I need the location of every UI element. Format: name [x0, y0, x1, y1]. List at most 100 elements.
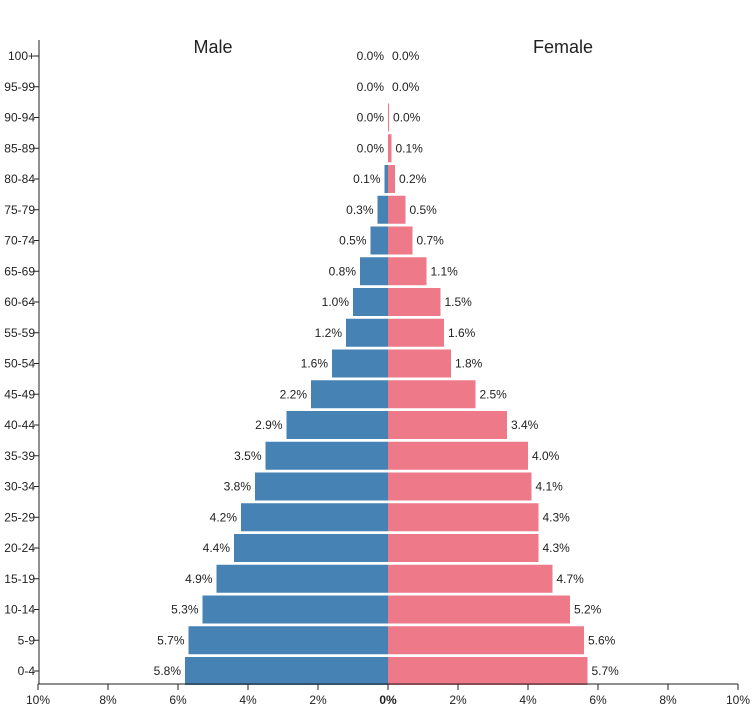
age-label-15-19: 15-19 [4, 572, 35, 586]
male-series-label: Male [193, 37, 232, 57]
male-bar-45-49 [311, 380, 388, 409]
male-bar-15-19 [216, 564, 388, 593]
x-tick-label-10: 10% [726, 693, 750, 707]
female-bar-0-4 [388, 657, 588, 685]
x-tick-label-1: 8% [99, 693, 117, 707]
female-value-label-40-44: 3.4% [511, 418, 539, 432]
female-bar-50-54 [388, 349, 451, 378]
female-value-label-55-59: 1.6% [448, 326, 476, 340]
female-value-label-90-94: 0.0% [393, 111, 421, 125]
male-bar-40-44 [286, 411, 388, 439]
male-bar-25-29 [241, 503, 388, 532]
age-label-90-94: 90-94 [4, 111, 35, 125]
female-bar-5-9 [388, 626, 584, 655]
age-label-0-4: 0-4 [18, 664, 36, 678]
male-bar-0-4 [185, 657, 388, 685]
age-label-45-49: 45-49 [4, 387, 35, 401]
male-value-label-30-34: 3.8% [224, 480, 252, 494]
male-value-label-80-84: 0.1% [353, 172, 381, 186]
age-label-65-69: 65-69 [4, 264, 35, 278]
male-value-label-15-19: 4.9% [185, 572, 213, 586]
female-value-label-85-89: 0.1% [396, 141, 424, 155]
male-value-label-95-99: 0.0% [357, 80, 385, 94]
x-tick-label-9: 8% [659, 693, 677, 707]
female-bar-45-49 [388, 380, 476, 409]
female-value-label-65-69: 1.1% [431, 264, 459, 278]
age-label-60-64: 60-64 [4, 295, 35, 309]
age-label-35-39: 35-39 [4, 449, 35, 463]
male-value-label-45-49: 2.2% [280, 387, 308, 401]
male-bar-60-64 [353, 288, 388, 316]
male-value-label-40-44: 2.9% [255, 418, 283, 432]
female-bar-40-44 [388, 411, 507, 439]
female-value-label-100+: 0.0% [392, 49, 420, 63]
age-label-20-24: 20-24 [4, 541, 35, 555]
female-value-label-80-84: 0.2% [399, 172, 427, 186]
male-bar-75-79 [377, 195, 388, 224]
age-label-10-14: 10-14 [4, 603, 35, 617]
female-bar-25-29 [388, 503, 539, 532]
female-value-label-35-39: 4.0% [532, 449, 560, 463]
age-label-5-9: 5-9 [18, 633, 36, 647]
male-value-label-50-54: 1.6% [301, 357, 329, 371]
female-bar-35-39 [388, 441, 528, 470]
male-value-label-10-14: 5.3% [171, 603, 199, 617]
female-bar-15-19 [388, 564, 553, 593]
age-label-50-54: 50-54 [4, 357, 35, 371]
female-bar-30-34 [388, 472, 532, 501]
percent-axis: 10% 8% 6% 4% 2% 0% 2% 4% 6% 8% 10% [26, 683, 750, 707]
female-bar-55-59 [388, 318, 444, 347]
age-label-75-79: 75-79 [4, 203, 35, 217]
female-value-label-45-49: 2.5% [480, 387, 508, 401]
female-bar-80-84 [388, 165, 395, 193]
female-bar-90-94 [388, 103, 390, 132]
female-bar-20-24 [388, 534, 539, 562]
male-value-label-20-24: 4.4% [203, 541, 231, 555]
female-bars [388, 103, 588, 685]
male-value-label-35-39: 3.5% [234, 449, 262, 463]
age-label-80-84: 80-84 [4, 172, 35, 186]
age-group-axis: 100+ 95-99 90-94 85-89 80-84 75-79 70-74 65-69 6… [4, 40, 40, 684]
bar-value-labels: 0.0% 0.0% 0.0% 0.0% 0.0% 0.0% 0.0% 0.1% 0.1% 0.2%… [154, 49, 620, 678]
male-bar-10-14 [202, 595, 388, 624]
male-value-label-75-79: 0.3% [346, 203, 374, 217]
male-bar-30-34 [255, 472, 388, 501]
male-bar-5-9 [188, 626, 388, 655]
male-value-label-5-9: 5.7% [157, 633, 185, 647]
age-label-100+: 100+ [8, 49, 35, 63]
x-tick-label-5: 0% [379, 693, 397, 707]
female-value-label-15-19: 4.7% [557, 572, 585, 586]
male-value-label-70-74: 0.5% [339, 234, 367, 248]
female-value-label-95-99: 0.0% [392, 80, 420, 94]
female-value-label-10-14: 5.2% [574, 603, 602, 617]
x-tick-label-2: 6% [169, 693, 187, 707]
female-value-label-75-79: 0.5% [410, 203, 438, 217]
x-tick-label-8: 6% [589, 693, 607, 707]
male-value-label-0-4: 5.8% [154, 664, 182, 678]
female-series-label: Female [533, 37, 593, 57]
x-tick-label-4: 2% [309, 693, 327, 707]
male-bar-80-84 [384, 165, 388, 193]
female-value-label-0-4: 5.7% [592, 664, 620, 678]
female-bar-85-89 [388, 134, 392, 163]
age-label-85-89: 85-89 [4, 141, 35, 155]
male-bar-20-24 [234, 534, 388, 562]
male-value-label-25-29: 4.2% [210, 510, 238, 524]
x-tick-label-0: 10% [26, 693, 50, 707]
female-value-label-5-9: 5.6% [588, 633, 616, 647]
female-value-label-30-34: 4.1% [536, 480, 564, 494]
age-label-30-34: 30-34 [4, 480, 35, 494]
female-value-label-50-54: 1.8% [455, 357, 483, 371]
male-bar-65-69 [360, 257, 388, 286]
x-tick-label-7: 4% [519, 693, 537, 707]
female-value-label-25-29: 4.3% [543, 510, 571, 524]
female-value-label-60-64: 1.5% [445, 295, 473, 309]
age-label-25-29: 25-29 [4, 510, 35, 524]
male-value-label-60-64: 1.0% [322, 295, 350, 309]
male-bar-70-74 [370, 226, 388, 255]
age-label-70-74: 70-74 [4, 234, 35, 248]
male-value-label-85-89: 0.0% [357, 141, 385, 155]
female-bar-10-14 [388, 595, 570, 624]
age-label-95-99: 95-99 [4, 80, 35, 94]
